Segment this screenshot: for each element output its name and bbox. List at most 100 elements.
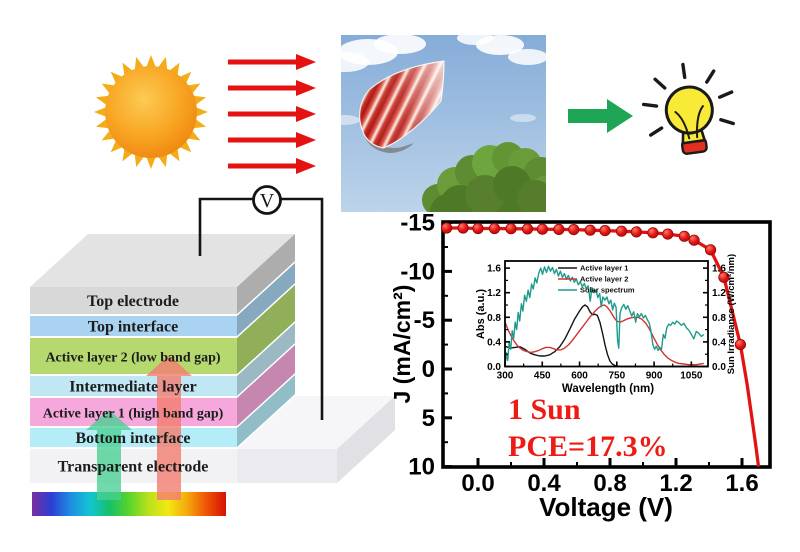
inset-left-tick-label: 0.8 xyxy=(487,313,501,324)
layer-front-face xyxy=(30,338,237,374)
layer-label: Top interface xyxy=(88,319,179,336)
substrate-side xyxy=(337,396,395,483)
inset-left-tick-label: 1.2 xyxy=(487,288,501,299)
bulb-ray xyxy=(641,102,659,108)
flexible-panel xyxy=(359,60,445,153)
sun-icon xyxy=(94,55,208,169)
layer-side-face xyxy=(237,263,295,336)
inset-left-tick-label: 0.0 xyxy=(487,362,501,373)
jv-data-marker xyxy=(536,223,549,235)
bulb-ray xyxy=(649,126,664,137)
jv-data-marker xyxy=(704,244,717,256)
y-tick-label: 0 xyxy=(422,356,435,383)
inset-x-tick-label: 600 xyxy=(571,371,588,382)
layer-front-face xyxy=(30,449,237,483)
inset-left-tick-label: 1.6 xyxy=(487,264,501,275)
x-tick-label: 0.0 xyxy=(461,470,494,497)
layer-label: Top electrode xyxy=(87,293,179,310)
device-stack xyxy=(30,234,395,483)
jv-x-axis-label: Voltage (V) xyxy=(539,492,673,522)
x-tick-label: 1.2 xyxy=(659,470,692,497)
bulb-ray xyxy=(705,69,716,84)
inset-x-tick-label: 300 xyxy=(497,371,514,382)
layer-front-face xyxy=(30,376,237,396)
layer-top-face xyxy=(30,234,295,287)
bulb-ray xyxy=(681,62,687,80)
jv-y-axis-label: J (mA/cm²) xyxy=(389,285,415,404)
layer-front-face xyxy=(30,428,237,447)
sunlight-beam-arrow xyxy=(228,132,316,148)
inset-x-tick-label: 750 xyxy=(608,371,625,382)
inset-absorption-chart: 300 450 600 750 900 1050 0.0 0.0 0.4 0.4 0.8 0.8 1.2… xyxy=(487,260,726,382)
y-tick-label: -15 xyxy=(400,210,435,237)
jv-data-marker xyxy=(553,223,565,235)
flexible-solar-module-photo xyxy=(341,35,546,212)
jv-data-marker xyxy=(678,230,690,242)
inset-left-y-axis-label: Abs (a.u.) xyxy=(475,289,487,339)
jv-data-marker xyxy=(718,271,730,283)
inset-x-tick-label: 1050 xyxy=(680,371,703,382)
sunlight-arrows xyxy=(228,54,316,174)
jv-data-marker xyxy=(440,222,453,234)
layer-label: Transparent electrode xyxy=(58,459,209,476)
y-tick-label: -10 xyxy=(400,258,435,285)
inset-x-axis-label: Wavelength (nm) xyxy=(562,383,654,395)
layer-label: Active layer 1 (high band gap) xyxy=(43,407,224,422)
layer-label: Active layer 2 (low band gap) xyxy=(45,351,220,366)
layer-front-face xyxy=(30,287,237,314)
green-light-arrow xyxy=(86,410,132,500)
inset-right-tick-label: 0.8 xyxy=(712,313,726,324)
inset-x-tick-label: 450 xyxy=(534,371,551,382)
sunlight-beam-arrow xyxy=(228,54,316,70)
jv-data-marker xyxy=(734,338,747,351)
bulb-filament xyxy=(674,105,704,140)
jv-data-marker xyxy=(584,224,596,236)
jv-data-marker xyxy=(599,225,611,237)
jv-data-marker xyxy=(505,223,517,235)
inset-frame xyxy=(504,260,709,368)
inset-right-tick-label: 1.6 xyxy=(712,264,726,275)
energy-flow-arrow-icon xyxy=(568,99,633,133)
bulb-ray xyxy=(719,117,735,126)
panel-sheet-highlight xyxy=(359,61,444,148)
inset-curve-solar-spectrum xyxy=(504,265,705,366)
circuit-wires xyxy=(198,197,324,420)
jv-plot-frame xyxy=(441,220,772,469)
layer-side-face xyxy=(237,234,295,314)
inset-right-tick-label: 0.0 xyxy=(712,362,726,373)
layer-side-face xyxy=(237,323,295,396)
inset-legend-label: Active layer 2 xyxy=(580,275,628,284)
layer-front-face xyxy=(30,398,237,426)
y-tick-label: 5 xyxy=(422,405,435,432)
jv-data-marker xyxy=(662,228,674,240)
jv-data-marker xyxy=(647,227,659,239)
inset-curve-active-layer-1 xyxy=(504,304,704,368)
sunlight-beam-arrow xyxy=(228,106,316,122)
annotation-pce: PCE=17.3% xyxy=(508,430,668,463)
y-tick-label: 10 xyxy=(408,454,435,481)
bulb-glass xyxy=(664,85,714,135)
inset-right-y-axis-label: Sun Irradiance (W/cm²/nm) xyxy=(726,254,737,374)
red-light-arrow xyxy=(146,355,192,500)
layer-label: Bottom interface xyxy=(75,430,190,447)
spectrum-bar xyxy=(32,492,226,516)
annotation-1-sun: 1 Sun xyxy=(508,393,581,426)
inset-right-tick-label: 0.4 xyxy=(712,337,726,348)
layer-side-face xyxy=(237,375,295,447)
inset-left-tick-label: 0.4 xyxy=(487,337,501,348)
jv-data-marker xyxy=(472,222,484,235)
x-tick-label: 0.8 xyxy=(593,470,626,497)
voltmeter-circuit: V xyxy=(198,185,324,420)
layer-front-face xyxy=(30,316,237,336)
layer-label: Intermediate layer xyxy=(69,379,197,396)
substrate-top xyxy=(237,396,395,449)
sun-body xyxy=(105,66,197,158)
jv-data-marker xyxy=(568,224,580,236)
jv-data-marker xyxy=(457,222,469,234)
jv-data-marker xyxy=(688,234,700,246)
voltmeter-label: V xyxy=(260,190,275,212)
bulb-ray xyxy=(717,90,734,99)
lightbulb-icon xyxy=(641,62,735,155)
